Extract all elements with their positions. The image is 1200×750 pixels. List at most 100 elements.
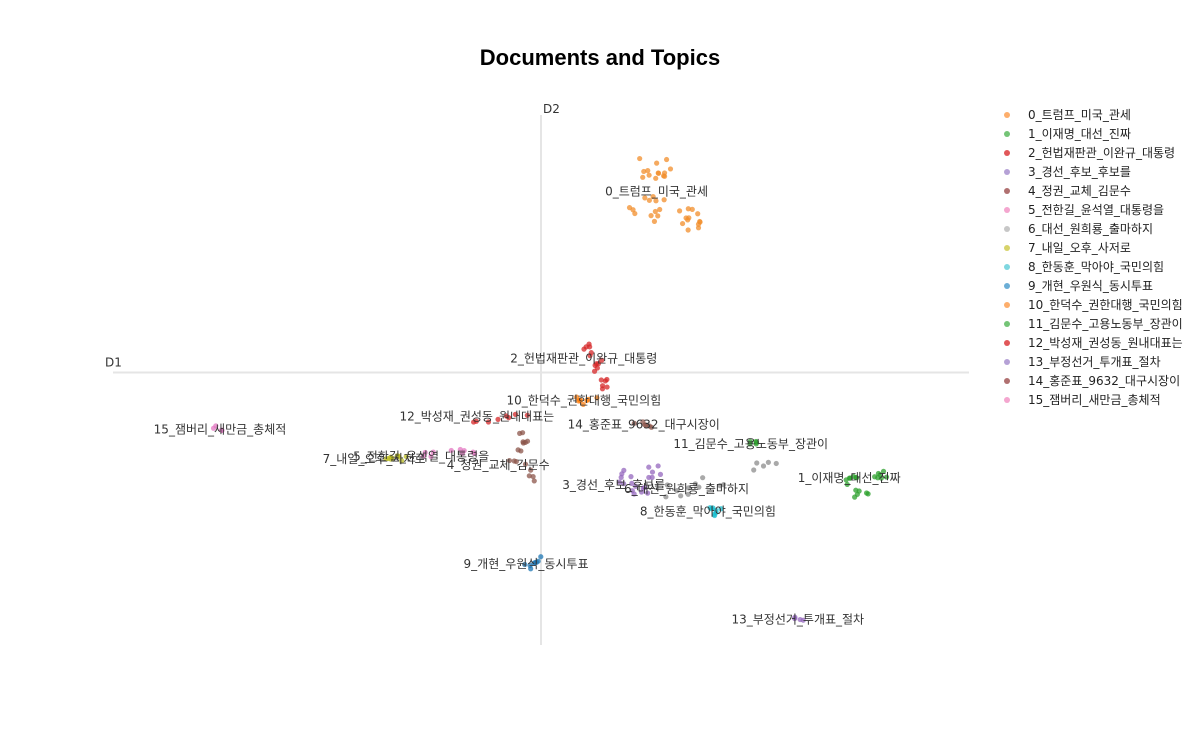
data-point[interactable] <box>695 211 701 217</box>
legend-item[interactable]: 6_대선_원희룡_출마하지 <box>1004 222 1153 236</box>
series-4[interactable] <box>506 430 537 484</box>
data-point[interactable] <box>621 481 627 487</box>
data-point[interactable] <box>678 493 684 499</box>
data-point[interactable] <box>470 449 476 455</box>
data-point[interactable] <box>685 227 691 233</box>
series-15[interactable] <box>210 423 225 434</box>
data-point[interactable] <box>648 213 654 219</box>
data-point[interactable] <box>709 506 715 512</box>
scatter-points[interactable] <box>210 155 890 623</box>
data-point[interactable] <box>696 484 702 490</box>
data-point[interactable] <box>846 475 853 481</box>
data-point[interactable] <box>646 172 652 178</box>
data-point[interactable] <box>692 481 698 487</box>
data-point[interactable] <box>631 420 637 426</box>
data-point[interactable] <box>852 494 858 500</box>
data-point[interactable] <box>679 220 686 227</box>
data-point[interactable] <box>522 561 528 568</box>
data-point[interactable] <box>531 478 537 484</box>
data-point[interactable] <box>524 438 531 444</box>
data-point[interactable] <box>642 195 648 201</box>
data-point[interactable] <box>395 453 401 459</box>
data-point[interactable] <box>517 430 523 436</box>
data-point[interactable] <box>506 457 513 464</box>
data-point[interactable] <box>473 418 479 424</box>
data-point[interactable] <box>535 558 541 564</box>
data-point[interactable] <box>844 481 850 488</box>
data-point[interactable] <box>218 427 225 433</box>
data-point[interactable] <box>689 206 695 212</box>
series-0[interactable] <box>626 155 703 233</box>
data-point[interactable] <box>649 474 655 480</box>
data-point[interactable] <box>676 208 683 214</box>
data-point[interactable] <box>655 170 662 176</box>
legend-item[interactable]: 9_개현_우원식_동시투표 <box>1004 279 1153 293</box>
data-point[interactable] <box>646 197 652 203</box>
legend-item[interactable]: 1_이재명_대선_진짜 <box>1004 127 1131 141</box>
legend-item[interactable]: 11_김문수_고용노동부_장관이 <box>1004 317 1183 331</box>
series-2[interactable] <box>581 341 610 392</box>
data-point[interactable] <box>640 485 646 491</box>
data-point[interactable] <box>580 401 586 408</box>
data-point[interactable] <box>383 456 389 462</box>
data-point[interactable] <box>649 469 656 475</box>
data-point[interactable] <box>652 208 658 215</box>
data-point[interactable] <box>599 357 605 363</box>
data-point[interactable] <box>653 175 659 181</box>
data-point[interactable] <box>695 225 702 231</box>
data-point[interactable] <box>667 166 674 172</box>
data-point[interactable] <box>856 488 862 494</box>
data-point[interactable] <box>629 488 635 494</box>
series-5[interactable] <box>420 446 478 460</box>
series-14[interactable] <box>631 419 655 430</box>
data-point[interactable] <box>503 413 510 419</box>
data-point[interactable] <box>645 490 651 496</box>
data-point[interactable] <box>495 416 501 422</box>
legend-item[interactable]: 3_경선_후보_후보를 <box>1004 165 1131 179</box>
series-13[interactable] <box>792 614 806 623</box>
data-point[interactable] <box>646 464 652 470</box>
data-point[interactable] <box>598 377 604 383</box>
legend-item[interactable]: 14_홍준표_9632_대구시장이 <box>1004 374 1180 388</box>
legend-item[interactable]: 13_부정선거_투개표_절차 <box>1004 355 1161 369</box>
legend-item[interactable]: 4_정권_교체_김문수 <box>1004 184 1131 198</box>
legend-item[interactable]: 8_한동훈_막아야_국민의힘 <box>1004 260 1164 274</box>
data-point[interactable] <box>663 156 670 163</box>
data-point[interactable] <box>655 463 661 469</box>
data-point[interactable] <box>654 160 660 166</box>
data-point[interactable] <box>633 483 639 489</box>
data-point[interactable] <box>594 395 600 401</box>
data-point[interactable] <box>754 460 760 466</box>
legend-item[interactable]: 5_전한길_윤석열_대통령을 <box>1004 203 1164 217</box>
data-point[interactable] <box>875 470 882 477</box>
data-point[interactable] <box>648 424 655 430</box>
data-point[interactable] <box>760 463 767 469</box>
data-point[interactable] <box>485 419 492 425</box>
data-point[interactable] <box>651 218 658 224</box>
data-point[interactable] <box>880 468 887 474</box>
data-point[interactable] <box>640 174 646 180</box>
data-point[interactable] <box>685 206 691 212</box>
data-point[interactable] <box>574 394 580 400</box>
data-point[interactable] <box>686 215 692 221</box>
data-point[interactable] <box>712 512 718 519</box>
data-point[interactable] <box>528 467 534 473</box>
data-point[interactable] <box>511 458 517 464</box>
series-8[interactable] <box>707 505 724 519</box>
series-12[interactable] <box>471 411 530 425</box>
data-point[interactable] <box>459 450 465 456</box>
data-point[interactable] <box>773 460 779 467</box>
data-point[interactable] <box>577 397 584 403</box>
data-point[interactable] <box>853 475 860 481</box>
data-point[interactable] <box>524 412 530 418</box>
data-point[interactable] <box>700 475 706 481</box>
data-point[interactable] <box>661 170 668 176</box>
data-point[interactable] <box>629 480 635 486</box>
data-point[interactable] <box>645 168 651 174</box>
legend-item[interactable]: 2_헌법재판관_이완규_대통령 <box>1004 146 1175 160</box>
data-point[interactable] <box>792 615 798 622</box>
data-point[interactable] <box>685 485 692 491</box>
series-9[interactable] <box>522 554 544 572</box>
data-point[interactable] <box>403 453 409 460</box>
series-6[interactable] <box>663 459 779 500</box>
